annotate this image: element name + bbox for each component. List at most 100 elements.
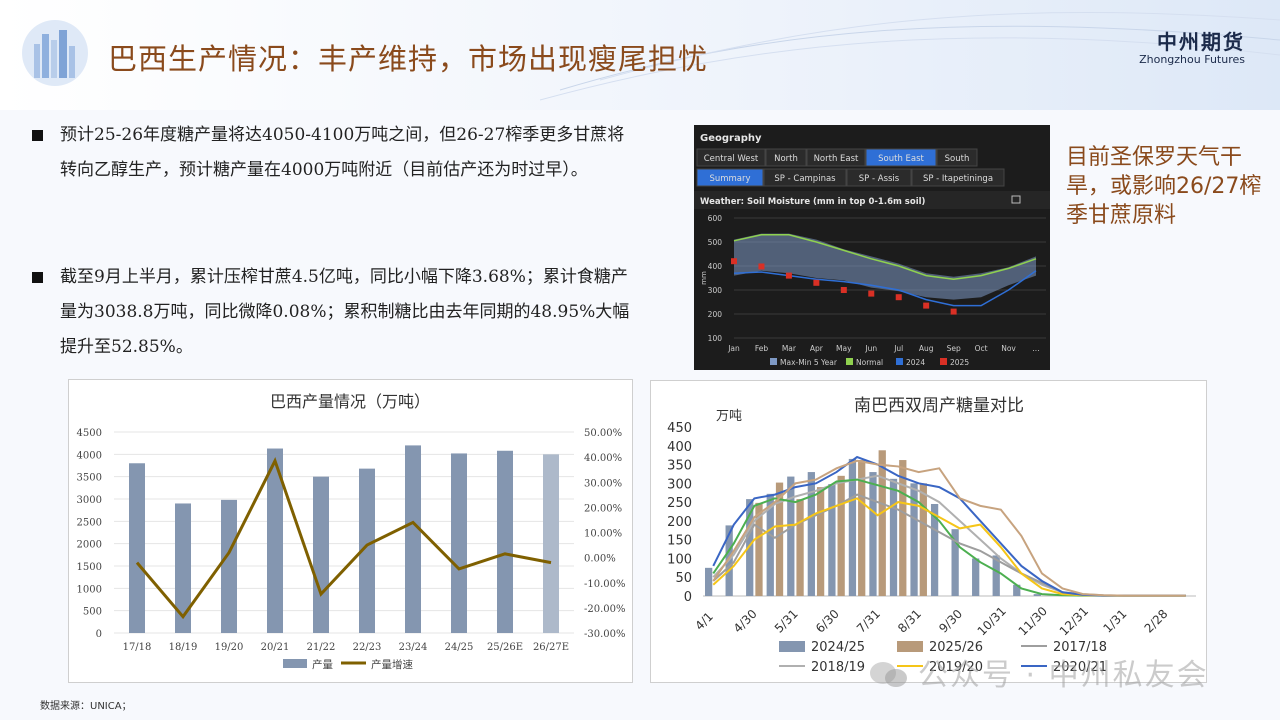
y-left-tick: 0 — [96, 629, 102, 640]
region-tab — [865, 148, 937, 167]
point-2025 — [868, 290, 875, 297]
bar-2024-25 — [705, 567, 713, 596]
bar — [359, 468, 375, 633]
bar-2025-26 — [919, 483, 927, 596]
y-tick: 0 — [684, 590, 692, 605]
x-tick: 26/27E — [533, 642, 569, 653]
bar-2024-25 — [828, 484, 836, 596]
y-right-tick: 20.00% — [584, 503, 622, 514]
y-tick: 600 — [708, 214, 723, 223]
x-tick: Oct — [975, 344, 988, 353]
point-2025 — [731, 258, 737, 265]
legend-label: 2018/19 — [811, 660, 865, 675]
y-left-tick: 3000 — [77, 495, 102, 506]
x-tick: Nov — [1001, 344, 1016, 353]
bullet-text: 预计25-26年度糖产量将达4050-4100万吨之间，但26-27榨季更多甘蔗… — [60, 125, 625, 180]
y-right-tick: 0.00% — [584, 554, 616, 565]
region-tab-label: South East — [878, 154, 924, 164]
legend-swatch — [283, 659, 307, 668]
region-tab — [696, 148, 766, 167]
x-tick: 24/25 — [445, 642, 474, 653]
x-tick: Mar — [782, 344, 797, 353]
bar-2025-26 — [858, 460, 866, 596]
normal-line — [733, 234, 1037, 280]
bar — [175, 503, 191, 633]
x-tick: Feb — [755, 344, 769, 353]
x-tick: Aug — [919, 344, 934, 353]
legend-label: 2025/26 — [929, 640, 983, 655]
y-left-tick: 500 — [83, 607, 102, 618]
legend-swatch — [770, 358, 777, 365]
y-right-tick: 10.00% — [584, 529, 622, 540]
x-tick: 5/31 — [772, 607, 801, 636]
point-2025 — [813, 279, 820, 286]
x-tick: 4/30 — [731, 607, 760, 636]
x-tick: 9/30 — [936, 607, 965, 636]
x-tick: 25/26E — [487, 642, 523, 653]
y-tick: 50 — [675, 571, 692, 586]
y-tick: 300 — [708, 286, 723, 295]
brand-name-en: Zhongzhou Futures — [1139, 53, 1245, 66]
bar — [267, 448, 283, 633]
point-2025 — [895, 294, 902, 301]
legend-swatch — [897, 641, 923, 652]
y-left-tick: 2000 — [77, 540, 102, 551]
bar — [405, 445, 421, 633]
y-tick: 200 — [708, 310, 723, 319]
bullet-item: 预计25-26年度糖产量将达4050-4100万吨之间，但26-27榨季更多甘蔗… — [32, 118, 637, 228]
legend-label: 2025 — [950, 358, 969, 367]
bar-2024-25 — [972, 558, 980, 596]
max-min-band — [734, 233, 1036, 300]
x-tick: Jun — [864, 344, 877, 353]
data-source: 数据来源：UNICA； — [40, 701, 132, 712]
y-tick: 250 — [667, 496, 692, 511]
bar-2025-26 — [775, 482, 784, 596]
bar-2024-25 — [930, 503, 939, 596]
bar-2024-25 — [910, 483, 918, 596]
legend-label: Normal — [856, 358, 883, 367]
legend-label: 产量 — [312, 658, 333, 671]
x-tick: 12/31 — [1057, 604, 1091, 638]
chart-title: 巴西产量情况（万吨） — [270, 392, 430, 411]
bar-2025-26 — [796, 499, 804, 596]
y-tick: 350 — [667, 459, 692, 474]
point-2025 — [785, 272, 792, 279]
bar-2024-25 — [848, 458, 857, 596]
point-2025 — [923, 302, 930, 309]
bar-2025-26 — [755, 502, 763, 596]
y-tick: 200 — [667, 515, 692, 530]
y-tick: 500 — [708, 238, 723, 247]
y-tick: 100 — [708, 334, 723, 343]
skyline-logo — [22, 20, 88, 86]
point-2025 — [840, 287, 847, 293]
y-label: 万吨 — [716, 409, 742, 424]
x-tick: 17/18 — [123, 642, 152, 653]
bar — [543, 454, 559, 633]
bar-2024-25 — [951, 529, 959, 596]
subtab-label: Summary — [709, 174, 750, 184]
region-tab-label: Central West — [704, 154, 759, 164]
legend-swatch — [896, 358, 903, 365]
subtab-label: SP - Campinas — [774, 174, 836, 184]
bullet-square-icon — [32, 130, 43, 141]
region-tab-label: South — [945, 154, 970, 164]
y-right-tick: -20.00% — [584, 604, 626, 615]
x-tick: ... — [1032, 344, 1039, 353]
y-tick: 400 — [667, 440, 692, 455]
bar-2024-25 — [787, 476, 795, 596]
x-tick: 2/28 — [1142, 607, 1171, 636]
y-left-tick: 3500 — [77, 473, 102, 484]
point-2025 — [758, 263, 765, 270]
legend-label: 2017/18 — [1053, 640, 1107, 655]
bar-2025-26 — [899, 460, 907, 596]
y-tick: 450 — [667, 421, 692, 436]
bullet-text: 截至9月上半月，累计压榨甘蔗4.5亿吨，同比小幅下降3.68%；累计食糖产量为3… — [60, 267, 630, 357]
y-right-tick: 30.00% — [584, 478, 622, 489]
point-2025 — [950, 308, 957, 315]
bar-2025-26 — [816, 487, 825, 596]
x-tick: 6/30 — [813, 607, 842, 636]
series-line — [712, 493, 1186, 597]
bar-2025-26 — [878, 450, 886, 596]
legend-label: 2024 — [906, 358, 925, 367]
